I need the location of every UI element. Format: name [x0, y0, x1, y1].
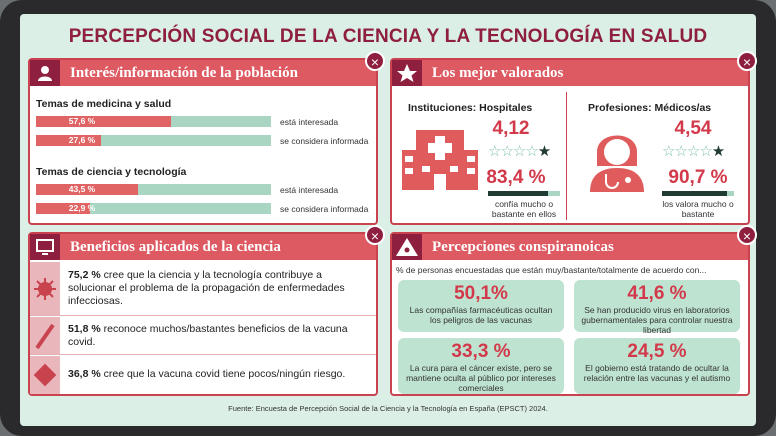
bar-track: 27,6 %	[36, 135, 271, 146]
percent: 24,5 %	[627, 341, 687, 362]
icon	[392, 234, 422, 260]
interest-panel: Interés/información de la población × Te…	[28, 51, 385, 225]
caption: los valora mucho o bastante	[662, 199, 734, 219]
text: El gobierno está tratando de ocultar la …	[583, 363, 731, 383]
icon	[392, 60, 422, 86]
text: reconoce muchos/bastantes beneficios de …	[68, 323, 348, 348]
caption: confía mucho o bastante en ellos	[491, 199, 557, 219]
icon	[30, 234, 60, 260]
bar-label: 22,9 %	[68, 203, 96, 213]
text: Las compañías farmacéuticas ocultan los …	[409, 305, 553, 325]
divider	[566, 92, 567, 220]
text: Se han producido virus en laboratorios g…	[581, 305, 733, 335]
hospital-icon	[402, 130, 478, 190]
benefit-row: 51,8 % reconoce muchos/bastantes benefic…	[30, 317, 376, 355]
benefit-row: 75,2 % cree que la ciencia y la tecnolog…	[30, 262, 376, 316]
stars: ☆☆☆☆★	[662, 143, 725, 160]
close-button[interactable]: ×	[365, 225, 385, 245]
percent: 90,7 %	[668, 167, 728, 188]
title: PERCEPCIÓN SOCIAL DE LA CIENCIA Y LA TEC…	[68, 26, 708, 47]
text: cree que la ciencia y la tecnología cont…	[68, 269, 345, 307]
benefits-panel: Beneficios aplicados de la ciencia × 75,…	[28, 225, 385, 396]
best-panel: Los mejor valorados × Instituciones: Hos…	[390, 51, 757, 225]
text: cree que la vacuna covid tiene pocos/nin…	[103, 368, 346, 380]
group-label: Temas de ciencia y tecnología	[36, 166, 187, 178]
percent: 41,6 %	[627, 283, 687, 304]
bar-caption: se considera informada	[280, 204, 369, 214]
percent: 50,1%	[454, 283, 508, 304]
panel-header: Los mejor valorados	[392, 60, 748, 86]
percent: 51,8 %	[68, 323, 101, 335]
panel-title: Los mejor valorados	[432, 65, 564, 81]
stat-cell: 33,3 % La cura para el cáncer existe, per…	[398, 338, 564, 394]
percent: 36,8 %	[68, 368, 101, 380]
benefit-row: 36,8 % cree que la vacuna covid tiene po…	[30, 356, 376, 394]
bar	[488, 191, 549, 196]
bar	[36, 184, 139, 195]
close-button[interactable]: ×	[365, 51, 385, 71]
bar-caption: se considera informada	[280, 136, 369, 146]
percent: 33,3 %	[451, 341, 511, 362]
subtitle: % de personas encuestadas que están muy/…	[396, 265, 707, 275]
conspiracy-panel: Percepciones conspiranoicas × % de perso…	[390, 225, 757, 396]
benefit-text: 75,2 % cree que la ciencia y la tecnolog…	[68, 269, 370, 308]
source: Fuente: Encuesta de Percepción Social de…	[228, 404, 548, 413]
bar-label: 57,6 %	[68, 116, 96, 126]
item-heading: Profesiones: Médicos/as	[588, 102, 712, 114]
doctor-icon	[590, 135, 644, 192]
icon	[30, 60, 60, 86]
bar-caption: está interesada	[280, 117, 339, 127]
benefit-text: 51,8 % reconoce muchos/bastantes benefic…	[68, 323, 370, 349]
bar-label: 27,6 %	[68, 135, 96, 145]
icon	[30, 262, 60, 315]
bar	[36, 203, 90, 214]
panel-header: Interés/información de la población	[30, 60, 376, 86]
panel-title: Percepciones conspiranoicas	[432, 239, 614, 255]
icon	[30, 356, 60, 394]
bar-track: 22,9 %	[36, 203, 271, 214]
percent: 75,2 %	[68, 269, 101, 281]
close-button[interactable]: ×	[737, 51, 757, 71]
percent: 83,4 %	[486, 167, 546, 188]
bar-track: 57,6 %	[36, 116, 271, 127]
bar-track	[488, 191, 560, 196]
panel-title: Interés/información de la población	[70, 65, 298, 81]
text: La cura para el cáncer existe, pero se m…	[406, 363, 556, 393]
bar-label: 43,5 %	[68, 184, 96, 194]
stat-cell: 24,5 % El gobierno está tratando de ocult…	[574, 338, 740, 394]
bar-track: 43,5 %	[36, 184, 271, 195]
benefit-text: 36,8 % cree que la vacuna covid tiene po…	[68, 368, 370, 381]
stat-cell: 50,1% Las compañías farmacéuticas ocultan…	[398, 280, 564, 332]
group-label: Temas de medicina y salud	[36, 98, 172, 110]
stars: ☆☆☆☆★	[488, 143, 551, 160]
bar	[36, 116, 172, 127]
score: 4,54	[674, 118, 712, 139]
panel-header: Percepciones conspiranoicas	[392, 234, 748, 260]
stat-cell: 41,6 % Se han producido virus en laborato…	[574, 280, 740, 335]
icon	[30, 317, 60, 354]
screen: PERCEPCIÓN SOCIAL DE LA CIENCIA Y LA TEC…	[20, 14, 757, 426]
panel-title: Beneficios aplicados de la ciencia	[70, 239, 281, 255]
close-button[interactable]: ×	[737, 225, 757, 245]
bar-caption: está interesada	[280, 185, 339, 195]
score: 4,12	[492, 118, 530, 139]
item-heading: Instituciones: Hospitales	[408, 102, 533, 114]
bar	[662, 191, 728, 196]
bar	[36, 135, 101, 146]
panel-header: Beneficios aplicados de la ciencia	[30, 234, 376, 260]
bar-track	[662, 191, 734, 196]
